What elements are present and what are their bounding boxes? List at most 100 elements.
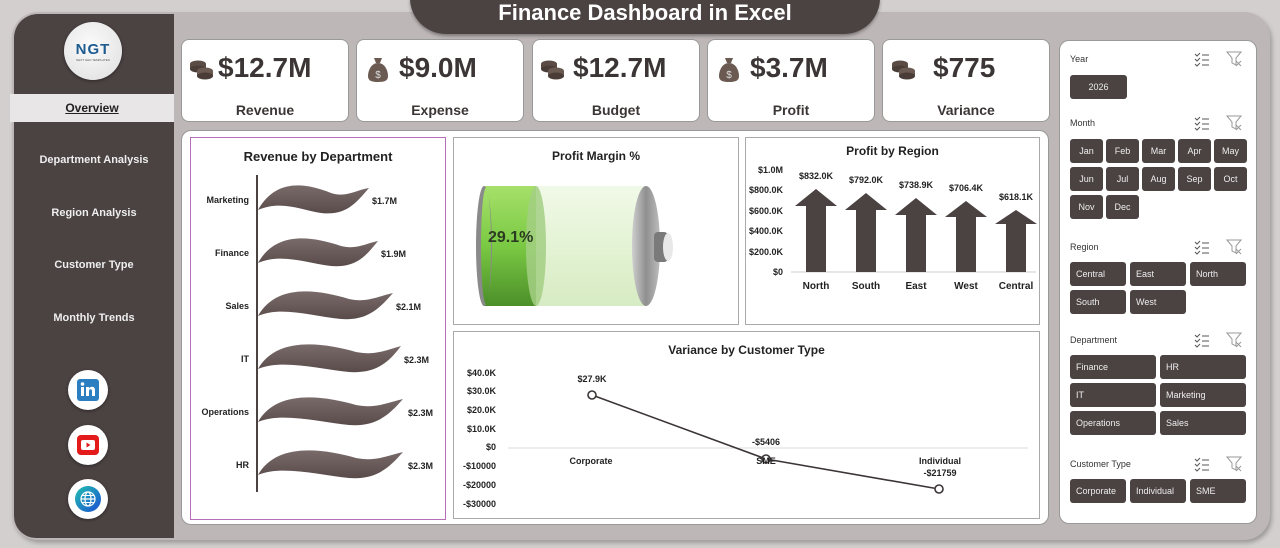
kpi-card-variance: $775 Variance: [882, 39, 1050, 122]
money-bag-icon: $: [719, 58, 739, 82]
slicer-region-north[interactable]: North: [1190, 262, 1246, 286]
multi-select-icon[interactable]: [1194, 456, 1210, 472]
y-tick: $20.0K: [466, 405, 496, 415]
profit-by-region-chart[interactable]: Profit by Region $1.0M $800.0K $600.0K $…: [745, 137, 1040, 325]
slicer-month-mar[interactable]: Mar: [1142, 139, 1175, 163]
category-label: Sales: [225, 301, 249, 311]
data-label: $2.3M: [404, 355, 430, 365]
chart-title: Profit by Region: [846, 144, 939, 158]
data-label: $27.9K: [577, 374, 607, 384]
revenue-by-department-chart[interactable]: Revenue by Department Marketing Finance …: [190, 137, 446, 520]
slicer-label-customer-type: Customer Type: [1070, 459, 1131, 469]
slicer-month-sep[interactable]: Sep: [1178, 167, 1211, 191]
data-label: $618.1K: [998, 192, 1034, 202]
y-tick: $30.0K: [466, 386, 496, 396]
slicer-month-jun[interactable]: Jun: [1070, 167, 1103, 191]
slicer-dept-sales[interactable]: Sales: [1160, 411, 1246, 435]
slicer-region-central[interactable]: Central: [1070, 262, 1126, 286]
slicer-region-east[interactable]: East: [1130, 262, 1186, 286]
slicer-dept-finance[interactable]: Finance: [1070, 355, 1156, 379]
slicer-customer-sme[interactable]: SME: [1190, 479, 1246, 503]
arrow-bars: [791, 189, 1037, 273]
slicer-month-may[interactable]: May: [1214, 139, 1247, 163]
slicer-region-south[interactable]: South: [1070, 290, 1126, 314]
y-axis-line: [256, 175, 258, 492]
slicer-month-jul[interactable]: Jul: [1106, 167, 1139, 191]
y-tick: -$10000: [462, 461, 496, 471]
y-tick: $10.0K: [466, 424, 496, 434]
clear-filter-icon[interactable]: [1226, 456, 1242, 472]
x-tick: Individual: [918, 456, 961, 466]
slicer-month-aug[interactable]: Aug: [1142, 167, 1175, 191]
variance-line: [508, 390, 1028, 494]
kpi-card-budget: $12.7M Budget: [532, 39, 700, 122]
multi-select-icon[interactable]: [1194, 239, 1210, 255]
website-button[interactable]: [68, 479, 108, 519]
coins-icon: [892, 60, 915, 80]
slicer-region-west[interactable]: West: [1130, 290, 1186, 314]
chart-title: Variance by Customer Type: [668, 343, 825, 357]
slicer-dept-operations[interactable]: Operations: [1070, 411, 1156, 435]
coins-icon: [541, 60, 564, 80]
sidebar-item-monthly-trends[interactable]: Monthly Trends: [53, 312, 135, 324]
sidebar-item-department-analysis[interactable]: Department Analysis: [39, 154, 149, 166]
variance-by-customer-type-chart[interactable]: Variance by Customer Type $40.0K $30.0K …: [453, 331, 1040, 519]
slicer-customer-individual[interactable]: Individual: [1130, 479, 1186, 503]
sidebar: NGT NEXT GEN TEMPLATES Overview Departme…: [10, 14, 174, 538]
sidebar-item-customer-type[interactable]: Customer Type: [54, 259, 134, 271]
sidebar-item-region-analysis[interactable]: Region Analysis: [51, 207, 137, 219]
clear-filter-icon[interactable]: [1226, 239, 1242, 255]
category-label: Finance: [214, 248, 249, 258]
slicer-month-oct[interactable]: Oct: [1214, 167, 1247, 191]
youtube-button[interactable]: [68, 425, 108, 465]
data-label: $738.9K: [898, 180, 934, 190]
x-tick: Corporate: [569, 456, 613, 466]
data-label: $2.3M: [408, 461, 434, 471]
x-tick: North: [802, 281, 830, 292]
money-bag-icon: $: [368, 58, 388, 82]
slicer-label-region: Region: [1070, 242, 1099, 252]
data-label: $1.7M: [372, 196, 398, 206]
slicer-month-nov[interactable]: Nov: [1070, 195, 1103, 219]
clear-filter-icon[interactable]: [1226, 115, 1242, 131]
svg-text:$: $: [375, 70, 381, 81]
slicer-month-dec[interactable]: Dec: [1106, 195, 1139, 219]
multi-select-icon[interactable]: [1194, 115, 1210, 131]
kpi-label: Profit: [772, 102, 810, 118]
profit-margin-chart[interactable]: Profit Margin % 29.1%: [453, 137, 739, 325]
y-tick: $200.0K: [748, 247, 783, 257]
svg-text:$: $: [726, 70, 732, 81]
data-label: $1.9M: [381, 249, 407, 259]
slicer-month-feb[interactable]: Feb: [1106, 139, 1139, 163]
sidebar-item-overview[interactable]: Overview: [10, 94, 174, 122]
y-tick: -$20000: [462, 480, 496, 490]
slicer-month-jan[interactable]: Jan: [1070, 139, 1103, 163]
multi-select-icon[interactable]: [1194, 51, 1210, 67]
slicer-dept-it[interactable]: IT: [1070, 383, 1156, 407]
ngt-logo: NGT NEXT GEN TEMPLATES: [64, 22, 122, 80]
slicer-label-department: Department: [1070, 335, 1118, 345]
kpi-value: $9.0M: [399, 52, 477, 83]
kpi-card-expense: $ $9.0M Expense: [356, 39, 524, 122]
slicer-month-apr[interactable]: Apr: [1178, 139, 1211, 163]
slicer-year-2026[interactable]: 2026: [1070, 75, 1127, 99]
category-label: Marketing: [206, 195, 249, 205]
slicer-panel: Year 2026 Month Jan Feb Mar Apr May Jun …: [1059, 40, 1257, 524]
clear-filter-icon[interactable]: [1226, 51, 1242, 67]
multi-select-icon[interactable]: [1194, 332, 1210, 348]
y-tick: $600.0K: [748, 206, 783, 216]
data-label: $706.4K: [948, 183, 984, 193]
y-tick: $0: [772, 267, 783, 277]
category-label: IT: [241, 354, 249, 364]
slicer-label-year: Year: [1070, 54, 1089, 64]
slicer-dept-hr[interactable]: HR: [1160, 355, 1246, 379]
slicer-dept-marketing[interactable]: Marketing: [1160, 383, 1246, 407]
y-tick: -$30000: [462, 499, 496, 509]
clear-filter-icon[interactable]: [1226, 332, 1242, 348]
kpi-label: Revenue: [235, 102, 295, 118]
slicer-customer-corporate[interactable]: Corporate: [1070, 479, 1126, 503]
chart-title: Profit Margin %: [551, 149, 640, 163]
category-label: Operations: [201, 407, 249, 417]
slicer-label-month: Month: [1070, 118, 1096, 128]
linkedin-button[interactable]: [68, 370, 108, 410]
